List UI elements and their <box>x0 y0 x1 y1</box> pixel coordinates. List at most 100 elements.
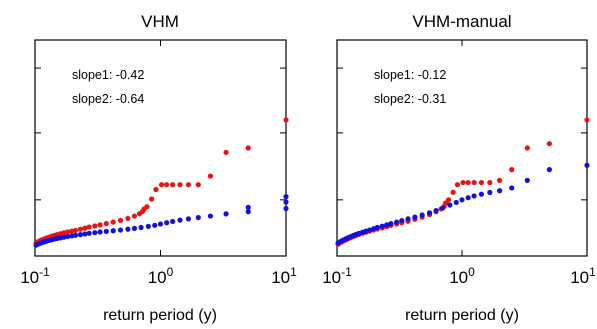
point-blue <box>478 191 485 197</box>
point-red <box>110 219 116 225</box>
point-red <box>177 182 183 188</box>
annotation-slope2: slope2: -0.31 <box>374 92 446 106</box>
point-red <box>185 182 192 188</box>
point-red <box>82 225 88 231</box>
point-blue <box>97 229 103 235</box>
point-blue <box>465 195 471 201</box>
point-blue <box>379 223 385 229</box>
point-blue <box>223 211 229 217</box>
point-red <box>131 213 138 219</box>
point-blue <box>394 219 400 225</box>
point-red <box>86 224 92 230</box>
point-blue <box>164 220 170 226</box>
point-blue <box>412 214 418 220</box>
point-blue <box>283 194 289 200</box>
point-blue <box>419 212 425 218</box>
y-ticks <box>35 67 286 201</box>
point-blue <box>110 228 116 234</box>
point-red <box>283 117 289 123</box>
point-red <box>164 182 170 188</box>
point-blue <box>546 167 552 173</box>
chart-title: VHM <box>141 12 179 31</box>
point-blue <box>524 177 530 183</box>
point-blue <box>283 205 289 212</box>
point-blue <box>388 221 394 227</box>
point-blue <box>405 216 411 222</box>
point-red <box>195 182 201 188</box>
point-blue <box>584 162 590 168</box>
chart-title: VHM-manual <box>412 12 511 31</box>
point-blue <box>125 226 131 232</box>
panel-vhm: VHM slope1: -0.42 slope2: -0.64 10-1 100 1… <box>20 12 297 324</box>
point-blue <box>65 233 71 240</box>
data-points <box>33 117 289 248</box>
data-points <box>335 117 590 247</box>
x-ticks: 10-1 100 101 <box>322 40 596 287</box>
point-red <box>158 182 165 188</box>
point-blue <box>366 227 373 233</box>
point-blue <box>283 199 289 205</box>
point-blue <box>152 222 158 228</box>
point-red <box>103 221 109 227</box>
point-blue <box>117 227 124 233</box>
point-red <box>144 204 150 210</box>
point-blue <box>471 193 477 199</box>
point-red <box>509 167 515 173</box>
point-red <box>454 182 461 188</box>
point-blue <box>157 221 164 227</box>
annotation-slope1: slope1: -0.12 <box>374 68 446 82</box>
point-red <box>497 177 503 183</box>
point-blue <box>453 199 459 206</box>
point-red <box>478 179 485 186</box>
point-red <box>471 179 477 186</box>
x-tick-label: 101 <box>570 265 596 287</box>
point-red <box>117 217 124 223</box>
point-red <box>445 197 452 203</box>
x-tick-label: 100 <box>449 265 475 287</box>
x-axis-label: return period (y) <box>103 307 217 324</box>
point-red <box>153 186 159 193</box>
point-red <box>77 226 83 232</box>
point-red <box>450 189 456 195</box>
x-ticks: 10-1 100 101 <box>20 40 297 287</box>
point-blue <box>245 204 251 210</box>
x-tick-label: 100 <box>148 265 174 287</box>
point-blue <box>195 214 201 221</box>
annotation-slope1: slope1: -0.42 <box>72 68 144 82</box>
point-blue <box>92 230 98 236</box>
point-red <box>65 229 71 235</box>
point-red <box>546 141 552 147</box>
x-tick-label: 10-1 <box>20 265 50 287</box>
point-red <box>460 179 466 186</box>
point-blue <box>170 218 176 225</box>
point-red <box>584 117 590 123</box>
point-red <box>487 179 493 186</box>
point-red <box>465 179 471 186</box>
point-red <box>223 149 229 155</box>
annotation-slope2: slope2: -0.64 <box>72 92 144 106</box>
point-blue <box>433 208 439 214</box>
point-red <box>245 145 251 151</box>
point-blue <box>459 197 465 203</box>
point-blue <box>509 185 515 191</box>
point-blue <box>447 202 453 208</box>
point-blue <box>487 189 493 196</box>
point-blue <box>245 209 251 215</box>
point-blue <box>207 213 214 219</box>
point-blue <box>399 217 405 224</box>
point-blue <box>384 222 390 228</box>
point-red <box>170 182 176 188</box>
point-red <box>125 215 131 222</box>
point-red <box>97 222 103 228</box>
point-blue <box>103 228 109 234</box>
point-red <box>524 145 530 151</box>
point-blue <box>86 230 92 236</box>
point-blue <box>440 205 446 211</box>
point-blue <box>374 224 380 231</box>
point-red <box>149 196 155 202</box>
x-tick-label: 101 <box>271 265 297 287</box>
x-tick-label: 10-1 <box>322 265 352 287</box>
point-blue <box>77 232 83 238</box>
y-ticks <box>337 67 587 201</box>
point-blue <box>177 217 183 223</box>
